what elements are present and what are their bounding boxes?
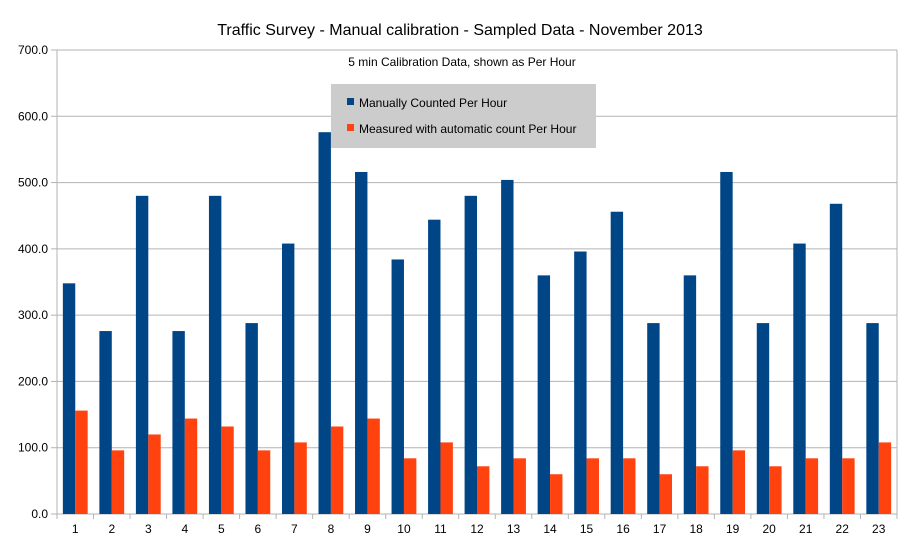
bar-automatic-count [367,418,380,514]
bar-manual-count [318,132,331,515]
x-tick-label: 4 [181,522,188,536]
bars [62,132,892,515]
bar-manual-count [537,275,551,514]
bar-automatic-count [623,458,636,514]
bar-automatic-count [659,474,673,514]
bar-automatic-count [805,458,819,514]
bar-automatic-count [440,442,453,514]
legend-background [331,84,596,148]
bar-manual-count [208,195,222,515]
x-tick-label: 10 [397,522,411,536]
x-tick-label: 16 [616,522,630,536]
legend-swatch-automatic [347,124,354,131]
x-tick-label: 7 [291,522,298,536]
bar-automatic-count [403,458,417,514]
legend-swatch-manual [347,98,354,105]
x-tick-label: 23 [872,522,886,536]
x-tick-label: 1 [72,522,79,536]
x-tick-label: 12 [470,522,484,536]
bar-manual-count [428,219,441,515]
y-tick-label: 200.0 [18,374,48,388]
bar-manual-count [683,275,697,514]
x-tick-label: 2 [108,522,115,536]
bar-automatic-count [294,442,307,514]
bar-automatic-count [111,450,125,514]
bar-automatic-count [257,450,271,514]
x-tick-label: 3 [145,522,152,536]
y-tick-label: 400.0 [18,242,48,256]
x-tick-label: 6 [255,522,262,536]
bar-manual-count [829,203,843,515]
bar-manual-count [99,331,112,514]
x-tick-label: 8 [328,522,335,536]
x-tick-label: 21 [799,522,813,536]
bar-manual-count [245,323,258,514]
y-tick-label: 600.0 [18,109,48,123]
y-tick-label: 700.0 [18,43,48,57]
bar-manual-count [281,243,295,514]
bar-automatic-count [184,418,198,514]
x-tick-label: 5 [218,522,225,536]
x-tick-label: 9 [364,522,371,536]
bar-automatic-count [586,458,599,514]
x-tick-label: 19 [726,522,740,536]
bar-manual-count [647,323,660,514]
bar-manual-count [501,179,514,515]
bar-automatic-count [696,466,709,514]
bar-manual-count [793,243,806,514]
y-tick-label: 0.0 [31,507,48,521]
x-tick-label: 11 [434,522,447,536]
y-axis-ticks: 0.0 100.0 200.0 300.0 400.0 500.0 600.0 700.0 [18,43,57,521]
y-tick-label: 100.0 [18,441,48,455]
bar-automatic-count [221,426,234,514]
x-tick-label: 13 [507,522,521,536]
legend: Manually Counted Per Hour Measured with … [331,84,596,148]
bar-automatic-count [75,410,88,514]
bar-automatic-count [513,458,526,514]
bar-manual-count [135,195,149,515]
bar-automatic-count [732,450,746,514]
y-tick-label: 300.0 [18,308,48,322]
bar-manual-count [866,323,879,514]
x-tick-label: 18 [689,522,703,536]
x-tick-label: 22 [836,522,850,536]
bar-automatic-count [550,474,563,514]
bar-manual-count [464,195,477,515]
x-tick-label: 15 [580,522,594,536]
chart-title: Traffic Survey - Manual calibration - Sa… [217,22,703,39]
x-tick-label: 14 [543,522,557,536]
x-tick-label: 17 [653,522,667,536]
bar-automatic-count [148,434,161,514]
legend-label-manual: Manually Counted Per Hour [359,96,507,110]
legend-label-automatic: Measured with automatic count Per Hour [359,122,576,136]
bar-automatic-count [842,458,855,514]
bar-manual-count [172,331,185,514]
chart-subtitle: 5 min Calibration Data, shown as Per Hou… [348,55,575,69]
bar-manual-count [610,211,624,515]
bar-manual-count [391,259,404,514]
bar-manual-count [756,323,770,514]
bar-automatic-count [330,426,344,514]
bar-manual-count [355,171,368,515]
y-tick-label: 500.0 [18,176,48,190]
bar-manual-count [720,171,733,515]
bar-manual-count [62,283,76,514]
bar-manual-count [574,251,587,514]
bar-automatic-count [477,466,490,514]
bar-automatic-count [769,466,782,514]
x-axis-ticks: 1 2 3 4 5 6 7 8 9 10 11 12 13 14 15 16 17 18 19 20 21 22 23 [56,514,898,536]
bar-automatic-count [878,442,892,514]
x-tick-label: 20 [762,522,776,536]
